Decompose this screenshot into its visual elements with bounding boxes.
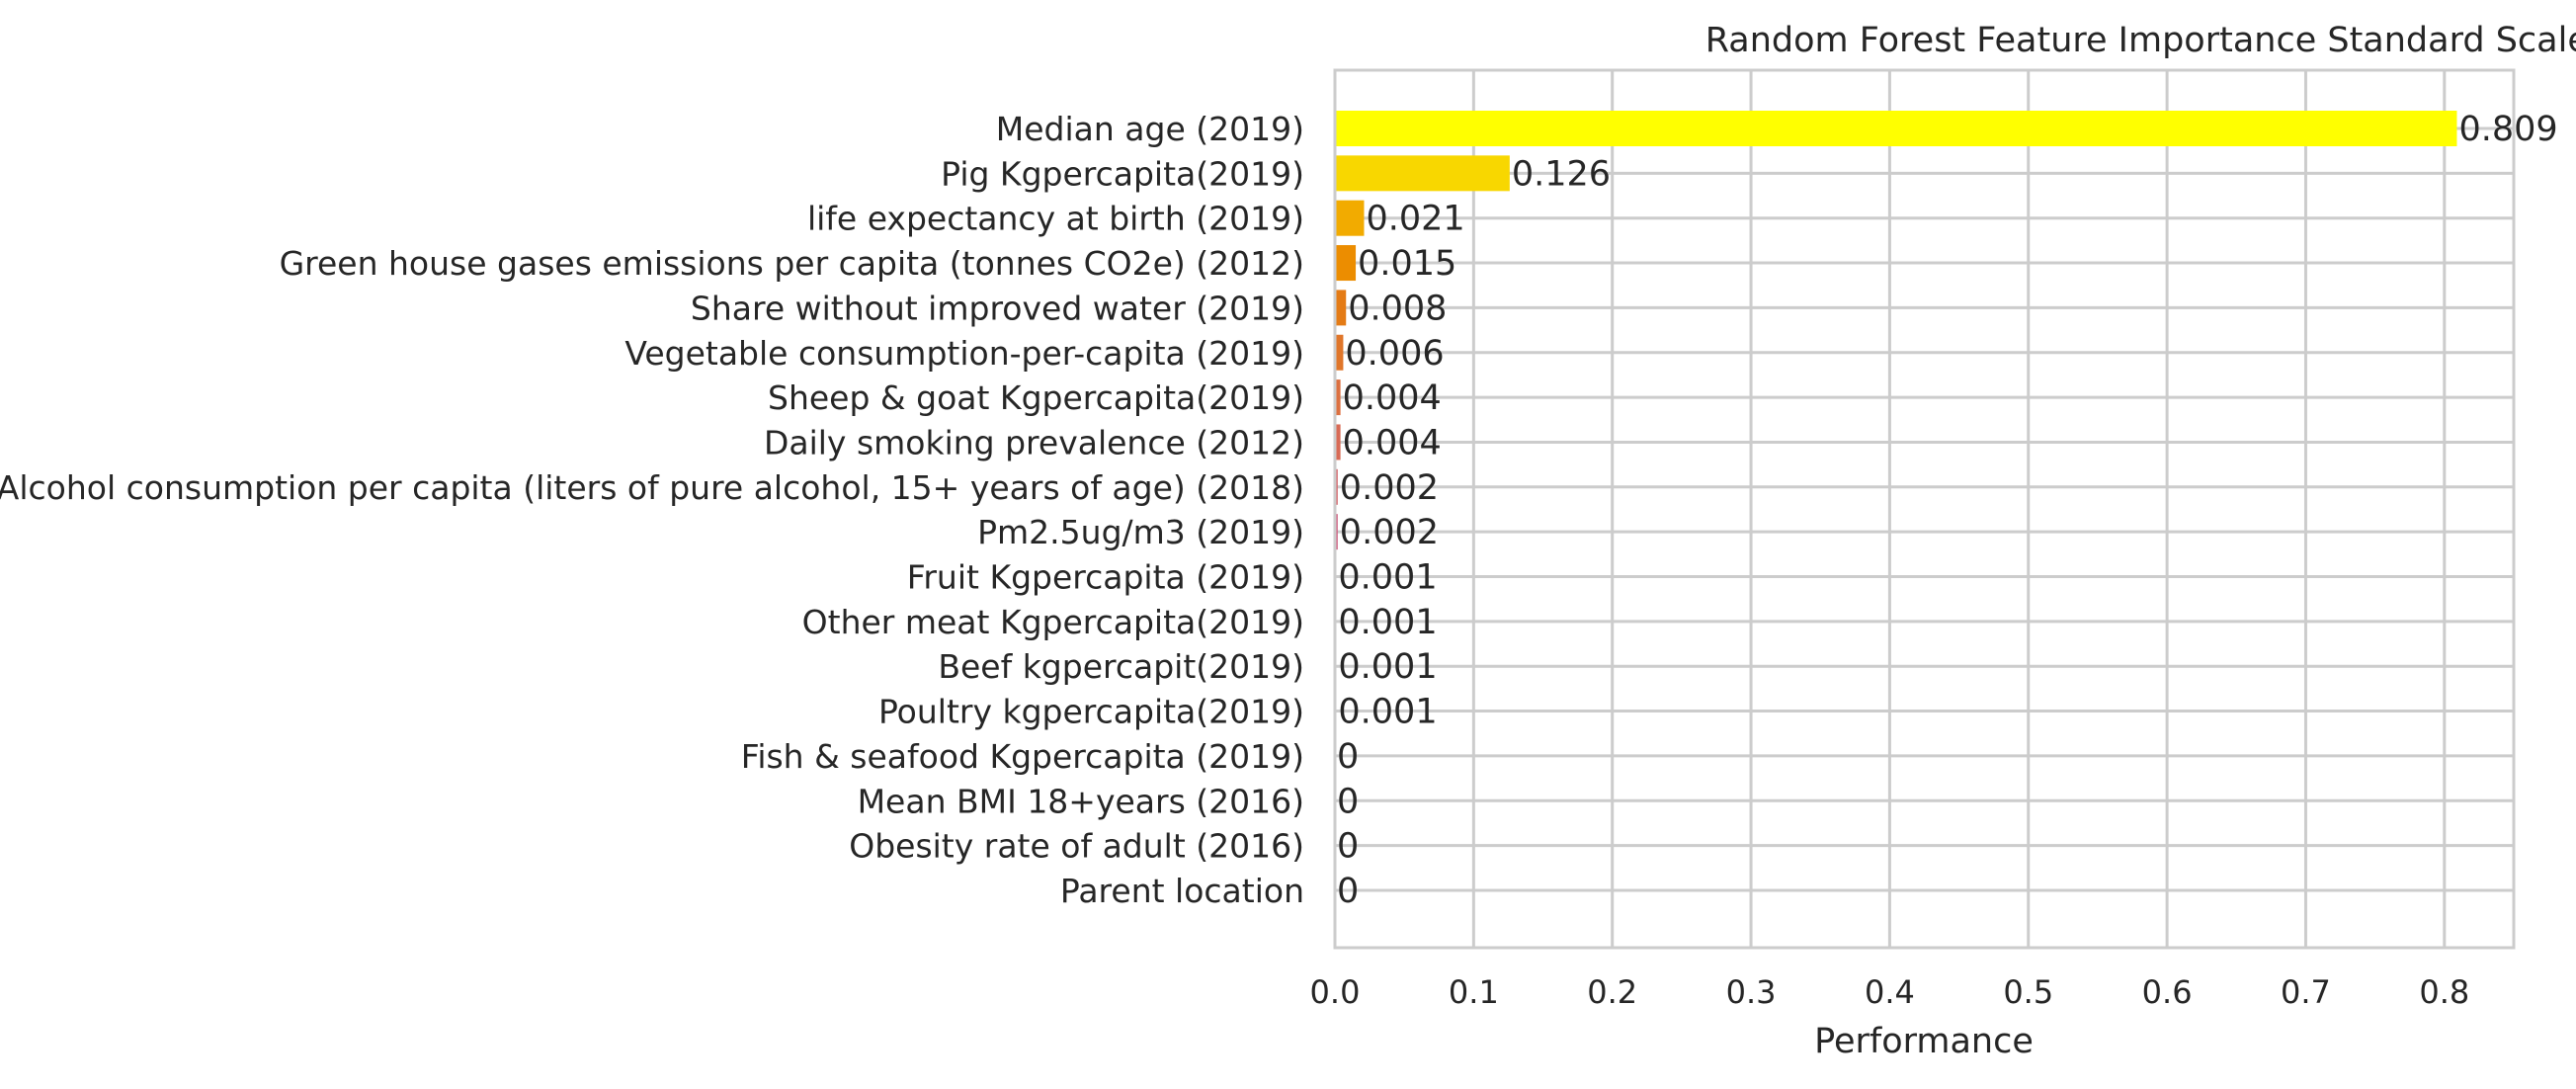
x-tick-label: 0.0 xyxy=(1310,973,1361,1011)
category-label: Sheep & goat Kgpercapita(2019) xyxy=(768,378,1304,417)
bar-value-label: 0.809 xyxy=(2458,110,2557,149)
x-tick-label: 0.2 xyxy=(1587,973,1637,1011)
category-label: Pig Kgpercapita(2019) xyxy=(941,154,1304,193)
bar-value-label: 0.002 xyxy=(1340,513,1439,552)
bar-value-label: 0.001 xyxy=(1338,603,1437,642)
bar-value-label: 0.001 xyxy=(1338,693,1437,732)
category-label: Fish & seafood Kgpercapita (2019) xyxy=(741,737,1304,776)
category-label: Pm2.5ug/m3 (2019) xyxy=(977,513,1304,551)
x-axis-title: Performance xyxy=(1814,1022,2034,1061)
bar-value-label: 0.001 xyxy=(1338,647,1437,687)
category-label: Green house gases emissions per capita (… xyxy=(280,244,1304,283)
category-label: Fruit Kgpercapita (2019) xyxy=(907,558,1304,597)
category-label: Poultry kgpercapita(2019) xyxy=(878,693,1304,731)
bar-value-label: 0.126 xyxy=(1512,154,1611,194)
category-label: Median age (2019) xyxy=(996,110,1304,148)
category-label: Obesity rate of adult (2016) xyxy=(849,827,1304,866)
x-tick-label: 0.6 xyxy=(2142,973,2193,1011)
bar xyxy=(1335,379,1341,416)
bar xyxy=(1335,334,1344,371)
plot-frame xyxy=(1333,68,2516,950)
x-tick-label: 0.7 xyxy=(2281,973,2331,1011)
category-label: Other meat Kgpercapita(2019) xyxy=(802,603,1304,641)
bar-value-label: 0.002 xyxy=(1340,468,1439,508)
category-label: life expectancy at birth (2019) xyxy=(807,200,1304,238)
bar-value-label: 0 xyxy=(1337,827,1359,867)
bar-value-label: 0.004 xyxy=(1343,423,1442,462)
bar-value-label: 0.015 xyxy=(1358,244,1456,284)
category-labels: Median age (2019) Pig Kgpercapita(2019) li… xyxy=(0,110,1304,910)
x-tick-labels: 0.0 0.1 0.2 0.3 0.4 0.5 0.6 0.7 0.8 xyxy=(1310,973,2470,1011)
bar-value-label: 0.004 xyxy=(1343,378,1442,418)
x-tick-label: 0.8 xyxy=(2419,973,2469,1011)
bar-value-label: 0.021 xyxy=(1366,200,1464,239)
category-label: Share without improved water (2019) xyxy=(691,289,1304,327)
bar xyxy=(1335,111,2457,146)
category-label: Alcohol consumption per capita (liters o… xyxy=(0,468,1304,507)
category-label: Vegetable consumption-per-capita (2019) xyxy=(624,334,1304,373)
gridlines xyxy=(1333,70,2514,948)
x-tick-label: 0.1 xyxy=(1449,973,1499,1011)
x-tick-label: 0.4 xyxy=(1865,973,1915,1011)
bar xyxy=(1335,200,1365,236)
x-tick-label: 0.5 xyxy=(2003,973,2053,1011)
category-label: Mean BMI 18+years (2016) xyxy=(858,782,1304,820)
bar-value-label: 0.008 xyxy=(1348,289,1447,328)
bar xyxy=(1335,290,1347,326)
bars xyxy=(1335,111,2457,729)
chart-title: Random Forest Feature Importance Standar… xyxy=(1705,21,2576,60)
bar-value-label: 0.006 xyxy=(1345,334,1444,374)
category-label: Parent location xyxy=(1060,872,1304,910)
bar xyxy=(1335,424,1341,461)
bar-value-label: 0.001 xyxy=(1338,558,1437,598)
bar-value-label: 0 xyxy=(1337,782,1359,821)
category-label: Beef kgpercapit(2019) xyxy=(938,647,1304,686)
bar-value-label: 0 xyxy=(1337,872,1359,911)
bar-value-label: 0 xyxy=(1337,737,1359,777)
x-tick-label: 0.3 xyxy=(1726,973,1777,1011)
bar xyxy=(1335,245,1357,282)
value-labels: 0.8090.1260.0210.0150.0080.0060.0040.004… xyxy=(1337,110,2558,911)
category-label: Daily smoking prevalence (2012) xyxy=(764,423,1304,461)
bar xyxy=(1335,155,1510,192)
